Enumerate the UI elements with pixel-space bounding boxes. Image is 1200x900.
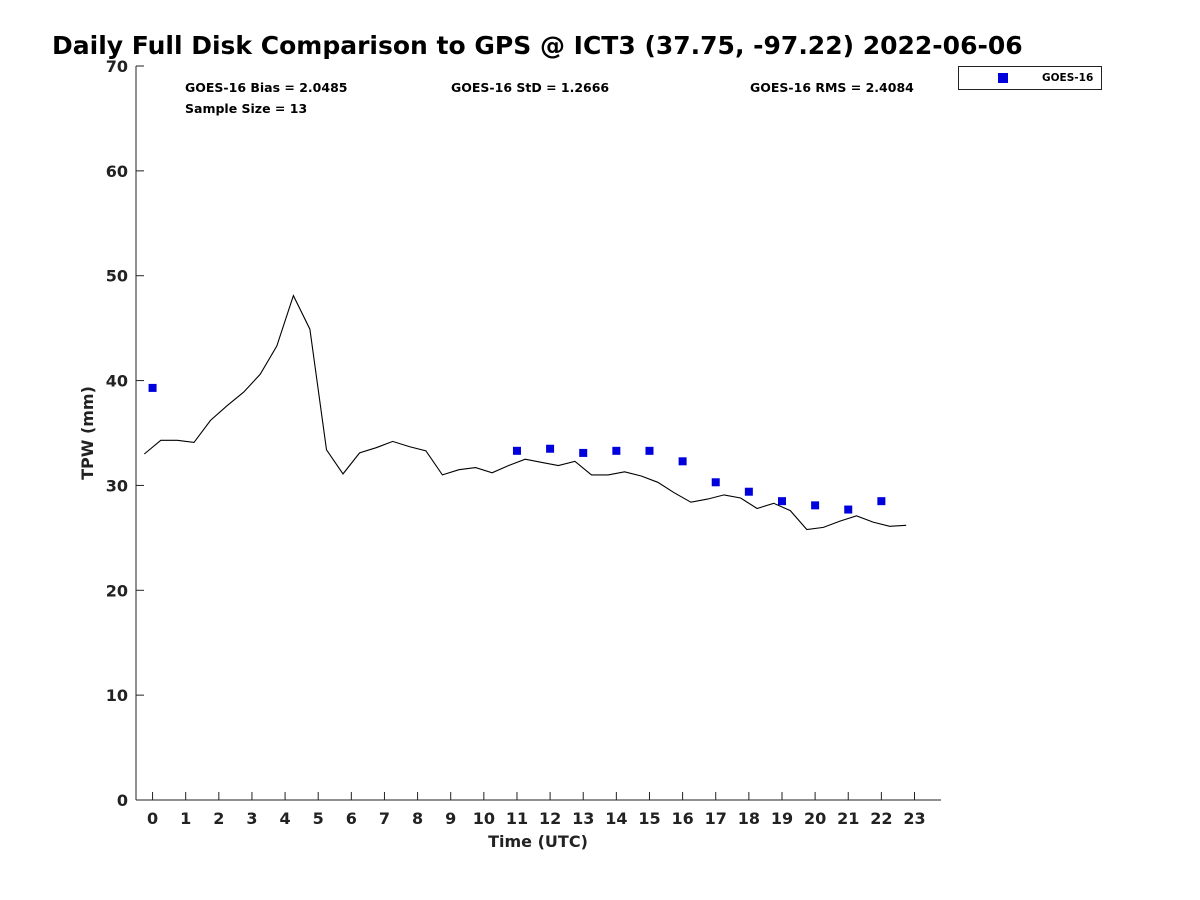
goes16-point: [678, 457, 687, 466]
x-tick-label: 13: [572, 809, 594, 828]
stat-rms: GOES-16 RMS = 2.4084: [750, 80, 914, 95]
x-tick-label: 12: [539, 809, 561, 828]
x-tick-label: 11: [506, 809, 528, 828]
legend: GOES-16: [958, 66, 1102, 90]
goes16-point: [546, 444, 555, 453]
x-tick-label: 1: [180, 809, 191, 828]
chart-title: Daily Full Disk Comparison to GPS @ ICT3…: [52, 31, 1023, 60]
goes16-point: [148, 383, 157, 392]
gps-tpw-line: [143, 294, 907, 531]
legend-label-goes16: GOES-16: [1042, 72, 1093, 84]
x-tick-label: 8: [412, 809, 423, 828]
x-tick-label: 10: [473, 809, 495, 828]
stat-std: GOES-16 StD = 1.2666: [451, 80, 609, 95]
y-tick-label: 60: [106, 162, 128, 181]
x-tick-label: 20: [804, 809, 826, 828]
stat-bias: GOES-16 Bias = 2.0485: [185, 80, 347, 95]
goes16-point: [844, 505, 853, 514]
x-tick-label: 21: [837, 809, 859, 828]
y-axis-label: TPW (mm): [78, 386, 97, 480]
x-tick-label: 2: [213, 809, 224, 828]
x-tick-label: 5: [313, 809, 324, 828]
y-tick-label: 10: [106, 686, 128, 705]
x-tick-label: 19: [771, 809, 793, 828]
goes16-point: [811, 501, 820, 510]
x-tick-label: 6: [346, 809, 357, 828]
x-tick-label: 9: [445, 809, 456, 828]
y-tick-label: 50: [106, 267, 128, 286]
x-axis-label: Time (UTC): [488, 832, 588, 851]
x-tick-label: 18: [738, 809, 760, 828]
goes16-point: [744, 487, 753, 496]
y-tick-label: 70: [106, 57, 128, 76]
x-tick-label: 4: [280, 809, 291, 828]
goes16-point: [877, 497, 886, 506]
legend-marker-goes16: [998, 73, 1008, 83]
x-tick-label: 17: [705, 809, 727, 828]
goes16-point: [579, 448, 588, 457]
goes16-point: [645, 446, 654, 455]
y-tick-label: 20: [106, 581, 128, 600]
x-tick-label: 3: [246, 809, 257, 828]
goes16-point: [711, 478, 720, 487]
y-tick-label: 30: [106, 476, 128, 495]
stat-sample-size: Sample Size = 13: [185, 101, 307, 116]
x-tick-label: 23: [903, 809, 925, 828]
x-tick-label: 16: [671, 809, 693, 828]
goes16-point: [777, 497, 786, 506]
x-tick-label: 22: [870, 809, 892, 828]
y-tick-label: 40: [106, 372, 128, 391]
goes16-point: [612, 446, 621, 455]
x-tick-label: 7: [379, 809, 390, 828]
x-tick-label: 0: [147, 809, 158, 828]
x-tick-label: 14: [605, 809, 627, 828]
legend-box: [958, 66, 1102, 90]
y-tick-label: 0: [117, 791, 128, 810]
goes16-point: [512, 446, 521, 455]
x-tick-label: 15: [638, 809, 660, 828]
